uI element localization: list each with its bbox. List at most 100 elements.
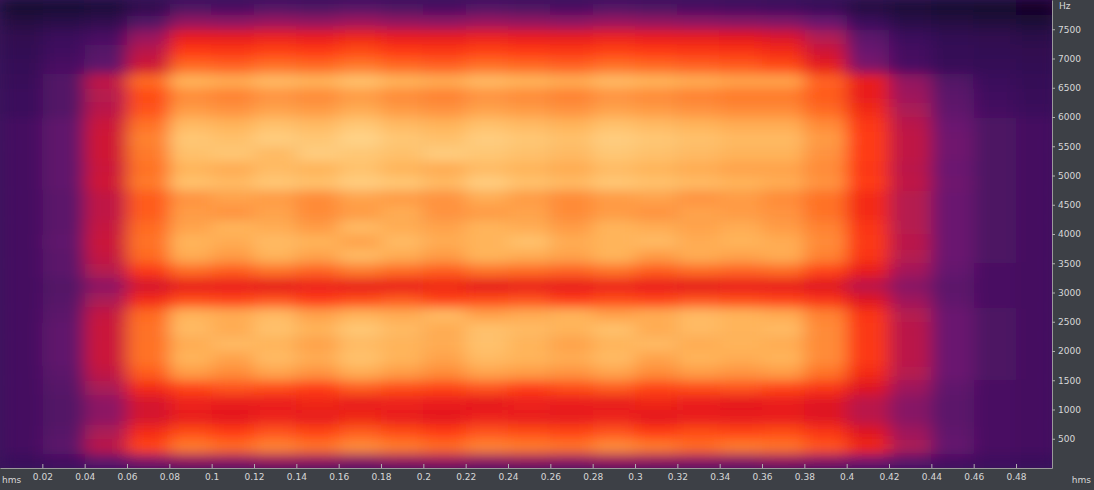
heat-cell <box>169 234 212 249</box>
heat-cell <box>0 59 43 74</box>
heat-cell <box>85 263 128 278</box>
heat-cell <box>127 59 170 74</box>
heat-cell <box>847 351 890 366</box>
x-tick-mark <box>254 464 255 468</box>
heat-cell <box>127 234 170 249</box>
heat-cell <box>296 395 339 410</box>
heat-cell <box>466 29 509 44</box>
heat-cell <box>0 336 43 351</box>
heat-cell <box>804 161 847 176</box>
heat-cell <box>974 59 1017 74</box>
y-tick-label: 7000 <box>1058 54 1081 64</box>
heat-cell <box>127 380 170 395</box>
heat-cell <box>1016 176 1052 191</box>
heat-cell <box>212 249 255 264</box>
heat-cell <box>296 29 339 44</box>
heat-cell <box>720 161 763 176</box>
heat-cell <box>212 410 255 425</box>
heat-cell <box>762 190 805 205</box>
heat-cell <box>804 146 847 161</box>
heat-cell <box>762 439 805 454</box>
heat-cell <box>254 322 297 337</box>
x-tick-mark <box>339 464 340 468</box>
y-tick-label: 5500 <box>1058 142 1081 152</box>
x-tick: 0.16 <box>329 464 349 482</box>
heat-cell <box>762 29 805 44</box>
heat-cell <box>720 336 763 351</box>
heat-cell <box>423 336 466 351</box>
heat-cell <box>720 190 763 205</box>
heat-cell <box>381 439 424 454</box>
heat-cell <box>677 205 720 220</box>
x-tick-mark <box>169 464 170 468</box>
heat-cell <box>677 234 720 249</box>
cells <box>0 0 1052 468</box>
heat-cell <box>212 336 255 351</box>
heat-cell <box>931 249 974 264</box>
heat-cell <box>339 161 382 176</box>
y-tick-mark <box>1052 410 1055 411</box>
heat-cell <box>296 278 339 293</box>
heat-cell <box>550 249 593 264</box>
heat-cell <box>339 278 382 293</box>
heat-cell <box>508 219 551 234</box>
heat-cell <box>42 351 85 366</box>
y-tick: 4000 <box>1052 229 1081 239</box>
heat-cell <box>466 410 509 425</box>
heat-cell <box>0 73 43 88</box>
heat-cell <box>889 307 932 322</box>
heat-cell <box>847 234 890 249</box>
heat-cell <box>85 424 128 439</box>
x-tick-label: 0.32 <box>668 472 688 482</box>
heat-cell <box>677 293 720 308</box>
heat-cell <box>1016 336 1052 351</box>
heat-cell <box>1016 132 1052 147</box>
heat-cell <box>296 380 339 395</box>
heat-cell <box>931 44 974 59</box>
heat-cell <box>85 88 128 103</box>
heat-cell <box>762 263 805 278</box>
heat-cell <box>254 44 297 59</box>
heat-cell <box>466 395 509 410</box>
heat-cell <box>169 29 212 44</box>
heat-cell <box>889 424 932 439</box>
heat-cell <box>550 29 593 44</box>
heat-cell <box>762 293 805 308</box>
heat-cell <box>466 307 509 322</box>
heat-cell <box>635 322 678 337</box>
x-tick-label: 0.12 <box>244 472 264 482</box>
heat-cell <box>169 0 212 15</box>
heat-cell <box>974 88 1017 103</box>
heat-cell <box>169 351 212 366</box>
heat-cell <box>423 44 466 59</box>
heat-cell <box>0 88 43 103</box>
heat-cell <box>550 278 593 293</box>
heat-cell <box>974 424 1017 439</box>
heat-cell <box>974 249 1017 264</box>
x-tick: 0.46 <box>964 464 984 482</box>
y-tick-label: 4000 <box>1058 229 1081 239</box>
heat-cell <box>212 366 255 381</box>
heat-cell <box>212 176 255 191</box>
heat-cell <box>762 336 805 351</box>
heat-cell <box>931 161 974 176</box>
heat-cell <box>169 117 212 132</box>
x-tick-label: 0.14 <box>287 472 307 482</box>
heat-cell <box>169 161 212 176</box>
heat-cell <box>720 424 763 439</box>
heat-cell <box>508 44 551 59</box>
heat-cell <box>85 380 128 395</box>
heat-cell <box>169 380 212 395</box>
y-tick-label: 2000 <box>1058 346 1081 356</box>
heat-cell <box>0 44 43 59</box>
y-tick-mark <box>1052 117 1055 118</box>
heat-cell <box>42 205 85 220</box>
heat-cell <box>635 249 678 264</box>
heat-cell <box>593 366 636 381</box>
x-tick-mark <box>635 464 636 468</box>
heat-cell <box>339 73 382 88</box>
heat-cell <box>593 205 636 220</box>
x-tick-mark <box>593 464 594 468</box>
heat-cell <box>212 132 255 147</box>
heat-cell <box>762 219 805 234</box>
